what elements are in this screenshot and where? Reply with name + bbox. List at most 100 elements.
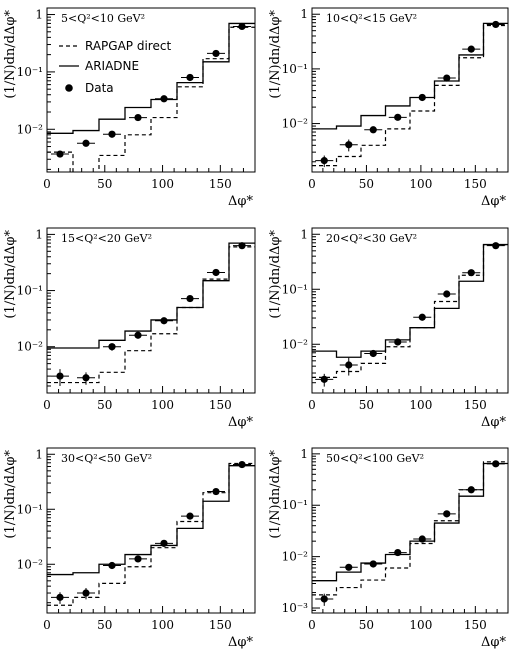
data-point	[394, 113, 402, 121]
x-tick-label: 150	[464, 398, 487, 412]
rapgap-histogram	[47, 246, 255, 384]
y-tick-label: 1	[300, 227, 308, 241]
data-point	[108, 343, 116, 351]
y-tick-label: 10⁻²	[282, 117, 309, 131]
x-tick-label: 100	[151, 398, 174, 412]
x-tick-label: 0	[308, 177, 316, 191]
legend-label: ARIADNE	[85, 59, 139, 73]
ariadne-histogram	[47, 22, 255, 134]
x-tick-label: 100	[409, 618, 432, 632]
data-point	[134, 113, 142, 122]
data-point	[186, 512, 194, 520]
data-point	[56, 150, 64, 158]
data-point	[238, 22, 246, 31]
x-tick-label: 0	[308, 398, 316, 412]
data-point	[467, 486, 475, 494]
data-point	[238, 460, 246, 469]
y-tick-label: 10⁻²	[282, 550, 309, 564]
data-point	[186, 73, 194, 82]
y-tick-label: 10⁻²	[282, 337, 309, 351]
y-axis-title: (1/N)dn/dΔφ*	[3, 230, 18, 319]
x-tick-label: 100	[409, 398, 432, 412]
q2-range-label: 50<Q²<100 GeV²	[326, 452, 424, 465]
y-axis-title: (1/N)dn/dΔφ*	[268, 450, 283, 539]
legend: RAPGAP direct ARIADNE Data	[59, 39, 171, 95]
data-point	[320, 595, 328, 603]
y-tick-label: 1	[35, 447, 43, 461]
data-point	[108, 561, 116, 570]
data-point	[345, 563, 353, 571]
chart-panel: 0 50 100 150 10⁻³ 10⁻² 10⁻¹ 1 Δφ* (1/N)dn/dΔφ* 50<…	[268, 447, 509, 650]
x-tick-label: 50	[97, 618, 112, 632]
y-tick-label: 10⁻¹	[17, 502, 43, 516]
x-tick-label: 0	[43, 398, 51, 412]
data-point	[134, 555, 142, 563]
y-tick-label: 1	[300, 447, 308, 461]
q2-range-label: 15<Q²<20 GeV²	[61, 232, 152, 245]
x-tick-label: 150	[209, 177, 232, 191]
data-point	[82, 374, 90, 382]
y-tick-label: 1	[35, 227, 43, 241]
y-axis-title: (1/N)dn/dΔφ*	[268, 10, 283, 99]
data-point	[369, 560, 377, 568]
data-point	[160, 539, 168, 547]
data-point	[492, 20, 500, 29]
data-point	[56, 593, 64, 601]
x-tick-label: 150	[209, 398, 232, 412]
x-tick-label: 0	[43, 177, 51, 191]
x-tick-label: 50	[97, 177, 112, 191]
q2-range-label: 10<Q²<15 GeV²	[326, 12, 417, 25]
rapgap-histogram	[47, 26, 255, 172]
x-axis-title: Δφ*	[481, 635, 506, 650]
data-point	[82, 589, 90, 597]
x-tick-label: 150	[209, 618, 232, 632]
x-tick-label: 50	[359, 177, 374, 191]
x-tick-label: 100	[151, 177, 174, 191]
data-point	[186, 294, 194, 303]
x-axis-title: Δφ*	[481, 415, 506, 430]
x-axis-title: Δφ*	[228, 415, 253, 430]
legend-data-swatch	[65, 84, 73, 92]
chart-panel: 0 50 100 150 10⁻² 10⁻¹ 1 Δφ* (1/N)dn/dΔφ* 10<Q²<1…	[268, 7, 509, 209]
plot-frame	[311, 227, 509, 394]
y-tick-label: 10⁻³	[282, 601, 309, 615]
rapgap-histogram	[47, 462, 255, 606]
q2-range-label: 30<Q²<50 GeV²	[61, 452, 152, 465]
data-point	[418, 535, 426, 543]
data-point	[443, 290, 451, 298]
data-point	[369, 349, 377, 358]
rapgap-histogram	[312, 24, 508, 167]
data-point	[56, 372, 64, 380]
chart-panel: 0 50 100 150 10⁻² 10⁻¹ 1 Δφ* (1/N)dn/dΔφ* 20<Q²<3…	[268, 227, 509, 430]
legend-label: Data	[85, 81, 114, 95]
data-point	[443, 510, 451, 518]
y-tick-label: 10⁻¹	[17, 284, 43, 298]
data-point	[108, 130, 116, 138]
data-point	[394, 338, 402, 346]
data-point	[212, 268, 220, 277]
ariadne-histogram	[47, 465, 255, 576]
ariadne-histogram	[312, 22, 508, 130]
q2-range-label: 20<Q²<30 GeV²	[326, 232, 417, 245]
data-point	[160, 95, 168, 103]
x-tick-label: 50	[97, 398, 112, 412]
plot-frame	[46, 447, 256, 614]
y-tick-label: 10⁻²	[17, 122, 44, 136]
x-axis-title: Δφ*	[228, 194, 253, 209]
data-point	[418, 93, 426, 102]
data-point	[394, 548, 402, 557]
data-point	[238, 242, 246, 250]
legend-label: RAPGAP direct	[85, 39, 171, 53]
plot-frame	[46, 7, 256, 173]
data-point	[345, 361, 353, 369]
x-tick-label: 150	[464, 177, 487, 191]
y-tick-label: 10⁻²	[17, 557, 44, 571]
y-tick-label: 10⁻²	[17, 340, 44, 354]
y-axis-title: (1/N)dn/dΔφ*	[3, 450, 18, 539]
x-tick-label: 50	[359, 398, 374, 412]
data-point	[320, 157, 328, 165]
data-point	[82, 139, 90, 147]
y-axis-title: (1/N)dn/dΔφ*	[3, 10, 18, 99]
x-axis-title: Δφ*	[481, 194, 506, 209]
y-tick-label: 1	[300, 7, 308, 21]
